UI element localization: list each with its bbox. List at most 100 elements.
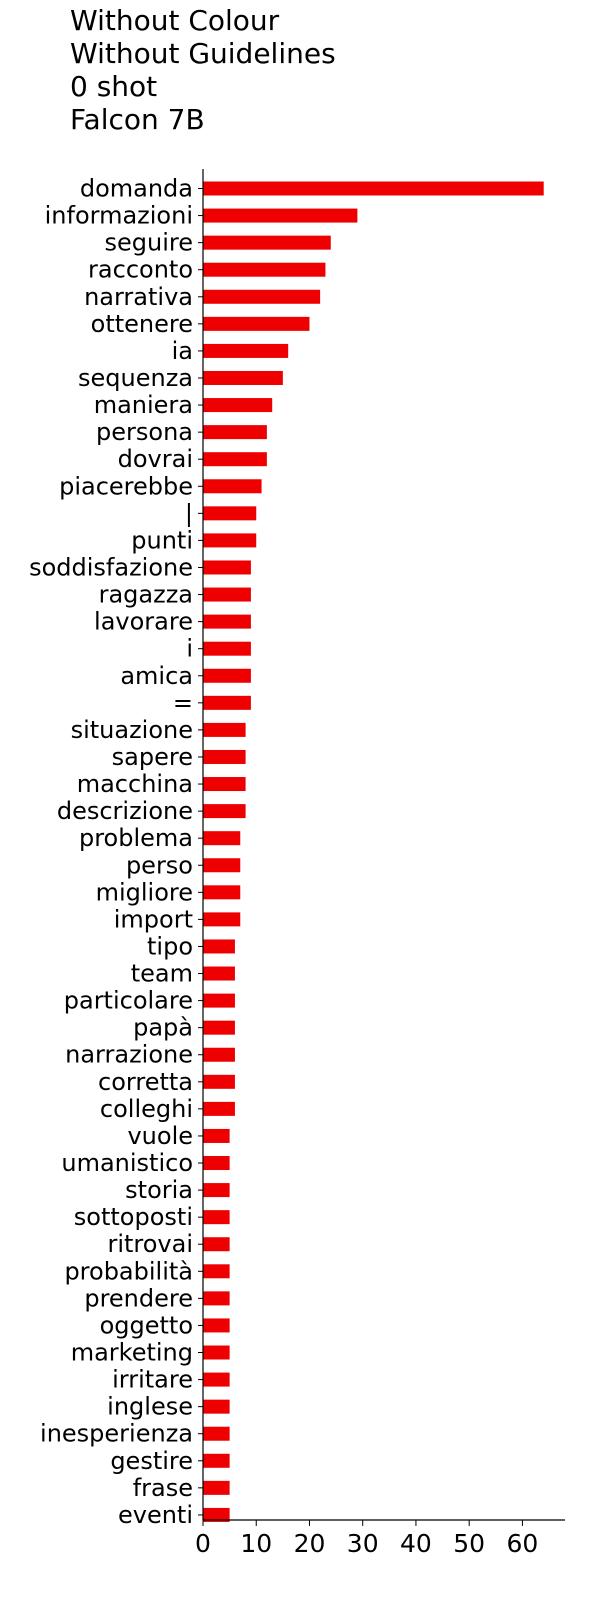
y-tick-label: gestire: [110, 1447, 193, 1475]
y-tick-label: seguire: [105, 229, 194, 257]
y-tick-label: narrativa: [84, 283, 193, 311]
y-tick-label: probabilità: [64, 1257, 193, 1285]
y-tick-label: piacerebbe: [59, 472, 193, 500]
y-tick-label: marketing: [71, 1339, 193, 1367]
y-tick-label: ritrovai: [107, 1230, 193, 1258]
y-tick-label: =: [173, 689, 193, 717]
bar-20: [203, 722, 246, 737]
y-tick-label: amica: [120, 662, 193, 690]
y-tick-label: lavorare: [94, 608, 193, 636]
y-tick-label: informazioni: [45, 202, 193, 230]
bar-24: [203, 831, 241, 846]
y-tick-label: descrizione: [57, 797, 193, 825]
y-tick-label: perso: [126, 851, 193, 879]
bar-33: [203, 1074, 235, 1089]
y-tick-label: inesperienza: [40, 1420, 193, 1448]
y-tick-label: import: [114, 905, 193, 933]
bar-32: [203, 1047, 235, 1062]
bar-6: [203, 343, 289, 358]
bar-34: [203, 1101, 235, 1116]
bar-37: [203, 1183, 230, 1198]
y-tick-label: |: [185, 499, 193, 527]
y-tick-label: oggetto: [100, 1311, 193, 1339]
bar-8: [203, 398, 273, 413]
chart-title: Without Colour Without Guidelines 0 shot…: [70, 4, 336, 136]
bar-49: [203, 1507, 230, 1522]
y-tick-label: i: [186, 635, 193, 663]
bar-44: [203, 1372, 230, 1387]
y-tick-label: ragazza: [99, 581, 193, 609]
y-tick-label: particolare: [64, 987, 193, 1015]
y-tick-label: domanda: [80, 175, 193, 203]
y-tick-label: inglese: [107, 1393, 193, 1421]
bar-30: [203, 993, 235, 1008]
chart-title-line-4: Falcon 7B: [70, 103, 205, 136]
bar-41: [203, 1291, 230, 1306]
bar-40: [203, 1264, 230, 1279]
bar-1: [203, 208, 358, 223]
y-tick-label: problema: [79, 824, 193, 852]
bar-16: [203, 614, 251, 629]
bar-18: [203, 668, 251, 683]
y-tick-label: racconto: [88, 256, 193, 284]
bar-28: [203, 939, 235, 954]
y-tick-label: vuole: [127, 1122, 193, 1150]
x-tick-label: 50: [453, 1529, 485, 1558]
bar-17: [203, 641, 251, 656]
x-tick-label: 0: [195, 1529, 211, 1558]
x-tick-label: 60: [507, 1529, 539, 1558]
y-tick-label: ottenere: [91, 310, 193, 338]
bar-27: [203, 912, 241, 927]
bar-43: [203, 1345, 230, 1360]
y-tick-label: sottoposti: [74, 1203, 193, 1231]
bar-36: [203, 1156, 230, 1171]
bar-5: [203, 316, 310, 331]
bar-10: [203, 452, 267, 467]
y-axis-ticks: domandainformazioniseguireraccontonarrat…: [29, 175, 203, 1529]
y-tick-label: tipo: [147, 932, 193, 960]
bar-9: [203, 425, 267, 440]
y-tick-label: eventi: [118, 1501, 193, 1529]
bar-13: [203, 533, 257, 548]
y-tick-label: prendere: [84, 1284, 193, 1312]
bar-45: [203, 1399, 230, 1414]
chart-title-line-2: Without Guidelines: [70, 37, 336, 70]
bar-7: [203, 370, 283, 385]
y-tick-label: storia: [125, 1176, 193, 1204]
bar-15: [203, 587, 251, 602]
x-tick-label: 40: [400, 1529, 432, 1558]
bar-12: [203, 506, 257, 521]
bar-31: [203, 1020, 235, 1035]
bar-46: [203, 1426, 230, 1441]
bars-layer: [203, 181, 544, 1522]
bar-19: [203, 695, 251, 710]
chart-title-line-1: Without Colour: [70, 4, 280, 37]
y-tick-label: maniera: [94, 391, 193, 419]
bar-39: [203, 1237, 230, 1252]
x-tick-label: 20: [294, 1529, 326, 1558]
y-tick-label: situazione: [71, 716, 193, 744]
bar-3: [203, 262, 326, 277]
y-tick-label: persona: [96, 418, 193, 446]
y-tick-label: papà: [133, 1014, 193, 1042]
y-tick-label: macchina: [77, 770, 193, 798]
y-tick-label: corretta: [98, 1068, 193, 1096]
y-tick-label: dovrai: [118, 445, 193, 473]
bar-35: [203, 1128, 230, 1143]
bar-22: [203, 777, 246, 792]
y-tick-label: irritare: [112, 1366, 193, 1394]
bar-23: [203, 804, 246, 819]
bar-0: [203, 181, 544, 196]
y-tick-label: colleghi: [100, 1095, 193, 1123]
bar-42: [203, 1318, 230, 1333]
y-tick-label: soddisfazione: [29, 553, 193, 581]
y-tick-label: narrazione: [65, 1041, 193, 1069]
y-tick-label: sapere: [112, 743, 193, 771]
bar-2: [203, 235, 331, 250]
bar-38: [203, 1210, 230, 1225]
y-tick-label: frase: [133, 1474, 193, 1502]
bar-47: [203, 1453, 230, 1468]
bar-11: [203, 479, 262, 494]
bar-29: [203, 966, 235, 981]
